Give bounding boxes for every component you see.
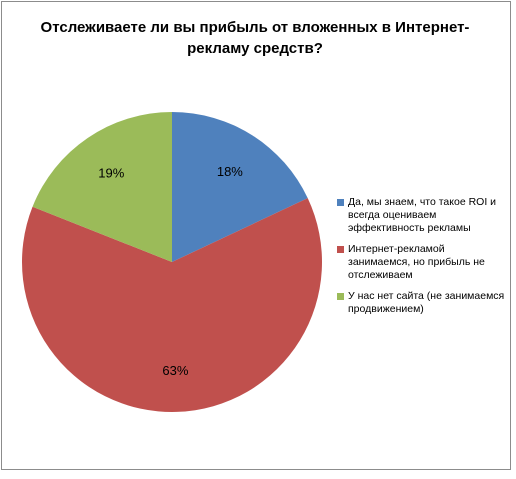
legend-label: Интернет-рекламой занимаемся, но прибыль… [348, 243, 485, 281]
legend-label: Да, мы знаем, что такое ROI и всегда оце… [348, 196, 497, 234]
slice-data-label: 63% [162, 363, 188, 378]
slice-data-label: 18% [217, 164, 243, 179]
legend-swatch [337, 246, 344, 253]
slice-data-label: 19% [98, 166, 124, 181]
legend-label: У нас нет сайта (не занимаемся продвижен… [348, 290, 505, 315]
legend-item: Да, мы знаем, что такое ROI и всегда оце… [337, 196, 507, 235]
legend-swatch [337, 293, 344, 300]
chart-title: Отслеживаете ли вы прибыль от вложенных … [40, 19, 470, 57]
legend-swatch [337, 199, 344, 206]
pie-slice [22, 198, 323, 412]
legend: Да, мы знаем, что такое ROI и всегда оце… [337, 196, 507, 324]
pie-slice [32, 112, 173, 262]
legend-item: Интернет-рекламой занимаемся, но прибыль… [337, 243, 507, 282]
legend-item: У нас нет сайта (не занимаемся продвижен… [337, 290, 507, 316]
pie-slice [172, 112, 308, 262]
